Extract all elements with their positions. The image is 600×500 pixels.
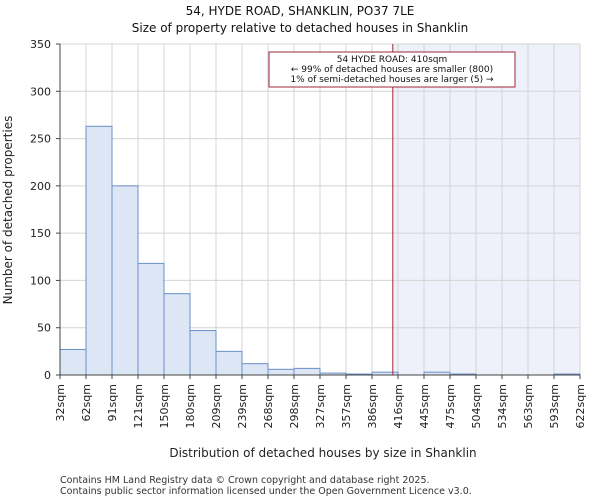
annotation-line-2: ← 99% of detached houses are smaller (80… xyxy=(291,65,493,75)
y-tick-label: 150 xyxy=(30,227,51,240)
y-axis-label: Number of detached properties xyxy=(1,116,15,305)
annotation-line-1: 54 HYDE ROAD: 410sqm xyxy=(337,55,448,65)
chart-title: 54, HYDE ROAD, SHANKLIN, PO37 7LE xyxy=(186,4,415,18)
y-tick-label: 100 xyxy=(30,274,51,287)
histogram-bar xyxy=(111,185,139,376)
histogram-bar xyxy=(215,350,243,376)
x-tick-label: 91sqm xyxy=(106,384,119,421)
x-tick-label: 209sqm xyxy=(210,384,223,428)
y-tick-label: 300 xyxy=(30,85,51,98)
x-tick-label: 121sqm xyxy=(132,384,145,428)
chart-subtitle: Size of property relative to detached ho… xyxy=(132,21,468,35)
x-tick-label: 504sqm xyxy=(470,384,483,428)
x-tick-label: 357sqm xyxy=(340,384,353,428)
histogram-bar xyxy=(59,348,87,376)
histogram-bar xyxy=(267,368,295,376)
x-tick-label: 416sqm xyxy=(392,384,405,428)
x-tick-label: 298sqm xyxy=(288,384,301,428)
footer-line-1: Contains HM Land Registry data © Crown c… xyxy=(60,475,430,486)
y-tick-label: 350 xyxy=(30,38,51,51)
y-tick-label: 250 xyxy=(30,133,51,146)
y-tick-label: 0 xyxy=(44,369,51,382)
x-tick-label: 445sqm xyxy=(418,384,431,428)
plot-area: 0 50 100 150 200 250 300 350 32sqm 62sqm 91sqm 121s… xyxy=(30,38,587,428)
y-tick-label: 200 xyxy=(30,180,51,193)
x-tick-label: 150sqm xyxy=(158,384,171,428)
x-tick-label: 268sqm xyxy=(262,384,275,428)
annotation-box: 54 HYDE ROAD: 410sqm ← 99% of detached h… xyxy=(268,51,516,88)
x-tick-label: 327sqm xyxy=(314,384,327,428)
histogram-bar xyxy=(189,330,217,376)
histogram-bar xyxy=(85,125,113,376)
x-tick-label: 475sqm xyxy=(444,384,457,428)
histogram-bar xyxy=(241,363,269,376)
y-tick-label: 50 xyxy=(37,322,51,335)
footer-line-2: Contains public sector information licen… xyxy=(60,486,472,497)
annotation-border xyxy=(268,51,516,88)
x-tick-label: 180sqm xyxy=(184,384,197,428)
x-tick-label: 386sqm xyxy=(366,384,379,428)
x-axis-label: Distribution of detached houses by size … xyxy=(169,446,476,460)
histogram-bar xyxy=(163,293,191,376)
x-tick-label: 593sqm xyxy=(548,384,561,428)
x-tick-label: 534sqm xyxy=(496,384,509,428)
histogram-bar xyxy=(293,367,321,376)
x-tick-label: 563sqm xyxy=(522,384,535,428)
x-tick-label: 239sqm xyxy=(236,384,249,428)
histogram-bar xyxy=(137,262,165,376)
larger-region-shade xyxy=(392,44,580,375)
x-tick-label: 62sqm xyxy=(80,384,93,421)
x-tick-label: 622sqm xyxy=(574,384,587,428)
x-tick-label: 32sqm xyxy=(54,384,67,421)
annotation-line-3: 1% of semi-detached houses are larger (5… xyxy=(290,75,494,85)
